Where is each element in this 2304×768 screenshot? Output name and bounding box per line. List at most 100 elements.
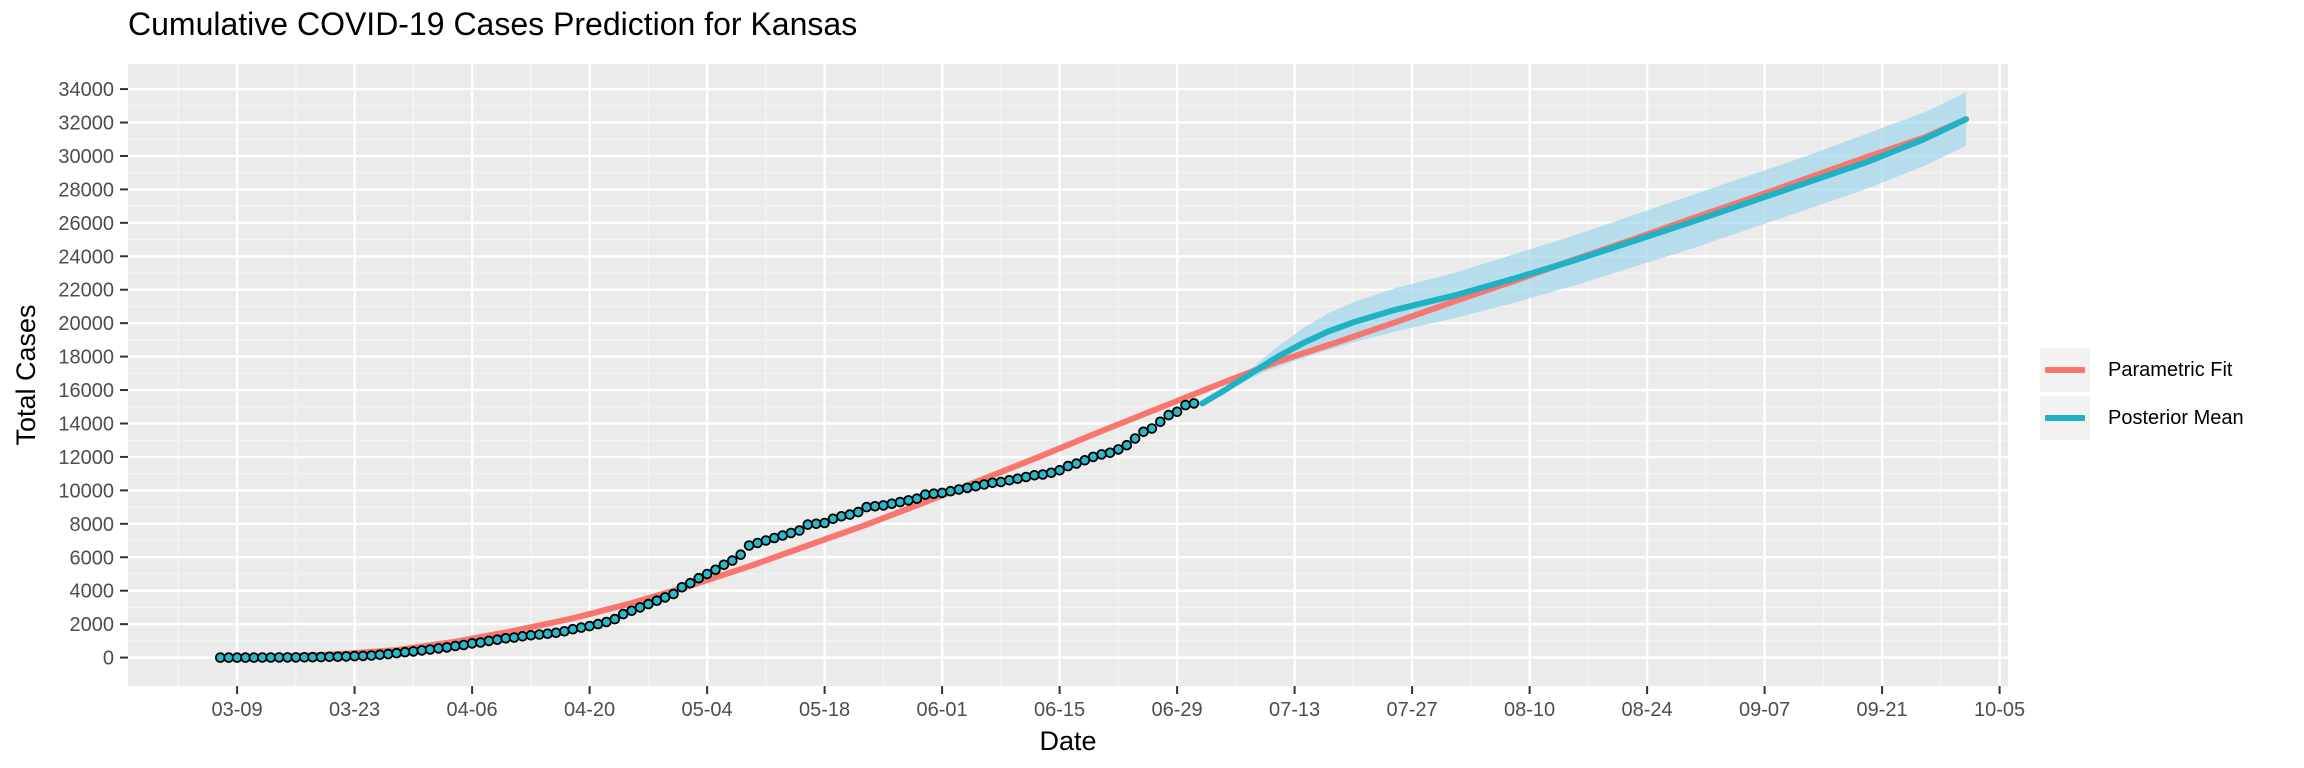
observed-case-point (752, 537, 763, 549)
observed-case-point (475, 637, 486, 648)
y-tick-label: 30000 (58, 146, 114, 168)
observed-case-point (726, 555, 738, 566)
observed-case-point (542, 628, 553, 639)
observed-case-point (802, 519, 814, 530)
observed-case-point (601, 616, 612, 628)
observed-case-point (936, 487, 948, 499)
observed-case-point (894, 496, 906, 508)
x-tick-label: 09-21 (1857, 699, 1908, 721)
observed-case-point (1062, 460, 1074, 472)
observed-case-point (869, 500, 881, 512)
observed-case-point (307, 651, 318, 663)
x-tick-label: 09-07 (1739, 699, 1790, 721)
observed-case-point (1163, 409, 1174, 421)
x-tick-label: 04-20 (564, 699, 615, 721)
observed-case-point (659, 592, 671, 603)
x-tick-label: 05-04 (682, 699, 733, 721)
observed-case-point (945, 485, 956, 497)
y-tick-label: 32000 (58, 113, 114, 135)
observed-case-point (693, 572, 704, 584)
plot-panel (128, 64, 2008, 686)
observed-case-point (424, 644, 436, 655)
y-tick-label: 10000 (58, 480, 114, 502)
observed-case-point (785, 527, 797, 539)
observed-case-point (550, 627, 562, 639)
x-tick-label: 06-15 (1034, 699, 1085, 721)
x-tick-label: 03-23 (329, 699, 380, 721)
observed-case-point (1113, 444, 1124, 455)
legend-item-parametric-fit: Parametric Fit (2040, 346, 2244, 394)
observed-points-layer (215, 398, 1200, 663)
observed-case-point (1054, 464, 1065, 476)
observed-case-point (718, 559, 730, 571)
y-tick-label: 28000 (58, 179, 114, 201)
observed-case-point (215, 652, 226, 663)
observed-case-point (903, 495, 914, 506)
observed-case-point (978, 479, 990, 490)
observed-case-point (1079, 454, 1091, 466)
observed-case-point (1146, 423, 1158, 434)
observed-case-point (567, 623, 579, 635)
observed-case-point (324, 651, 335, 663)
observed-case-point (911, 493, 923, 505)
legend-swatch-parametric (2045, 367, 2085, 373)
observed-case-point (760, 535, 772, 546)
observed-case-point (592, 618, 604, 630)
observed-case-point (1037, 469, 1049, 480)
observed-case-point (861, 501, 872, 513)
y-tick-label: 26000 (58, 213, 114, 235)
observed-case-point (1121, 439, 1133, 451)
observed-case-point (701, 568, 713, 580)
observed-case-point (575, 622, 587, 633)
y-tick-label: 14000 (58, 413, 114, 435)
observed-case-point (710, 564, 721, 576)
posterior-mean-line (1199, 116, 1969, 407)
chart-title: Cumulative COVID-19 Cases Prediction for… (128, 6, 858, 42)
observed-case-point (584, 620, 595, 632)
x-tick-label: 06-01 (917, 699, 968, 721)
y-tick-label: 12000 (58, 447, 114, 469)
legend-item-posterior-mean: Posterior Mean (2040, 394, 2244, 442)
observed-case-point (1171, 406, 1183, 418)
legend-label: Posterior Mean (2108, 406, 2244, 429)
y-axis-title: Total Cases (11, 304, 41, 445)
y-axis: 0 2000 4000 6000 8000 10000 12000 14000 16000 180… (58, 79, 128, 670)
y-tick-label: 4000 (70, 581, 115, 603)
observed-case-point (1029, 469, 1040, 481)
legend-key (2040, 396, 2090, 440)
observed-case-point (852, 506, 864, 518)
observed-case-point (256, 652, 268, 663)
x-tick-label: 07-13 (1269, 699, 1320, 721)
observed-case-point (844, 509, 856, 520)
x-tick-label: 03-09 (212, 699, 263, 721)
observed-case-point (374, 649, 386, 660)
observed-case-point (643, 598, 654, 610)
observed-case-point (634, 602, 646, 613)
observed-case-point (970, 480, 981, 492)
major-gridlines (128, 64, 2008, 686)
observed-case-point (987, 477, 998, 489)
observed-case-point (491, 634, 503, 645)
observed-case-point (1012, 473, 1023, 485)
observed-case-point (240, 652, 251, 663)
observed-case-point (1087, 451, 1099, 463)
observed-case-point (458, 639, 470, 651)
observed-case-point (794, 525, 805, 536)
observed-case-point (408, 646, 419, 657)
observed-case-point (500, 632, 512, 644)
observed-case-point (1129, 433, 1141, 444)
observed-case-point (1003, 474, 1015, 486)
minor-gridlines (128, 64, 2008, 686)
observed-case-point (332, 651, 344, 662)
observed-case-point (1096, 449, 1107, 460)
legend-label: Parametric Fit (2108, 358, 2233, 381)
y-tick-label: 16000 (58, 380, 114, 402)
x-tick-label: 08-10 (1504, 699, 1555, 721)
observed-case-point (349, 650, 360, 662)
series-lines-layer (217, 116, 1969, 661)
x-tick-label: 04-06 (447, 699, 498, 721)
observed-case-point (248, 652, 260, 663)
x-axis: 03-09 03-23 04-06 04-20 05-04 05-18 06-01 06-15… (212, 686, 2025, 721)
x-tick-label: 05-18 (799, 699, 850, 721)
y-tick-label: 34000 (58, 79, 114, 101)
